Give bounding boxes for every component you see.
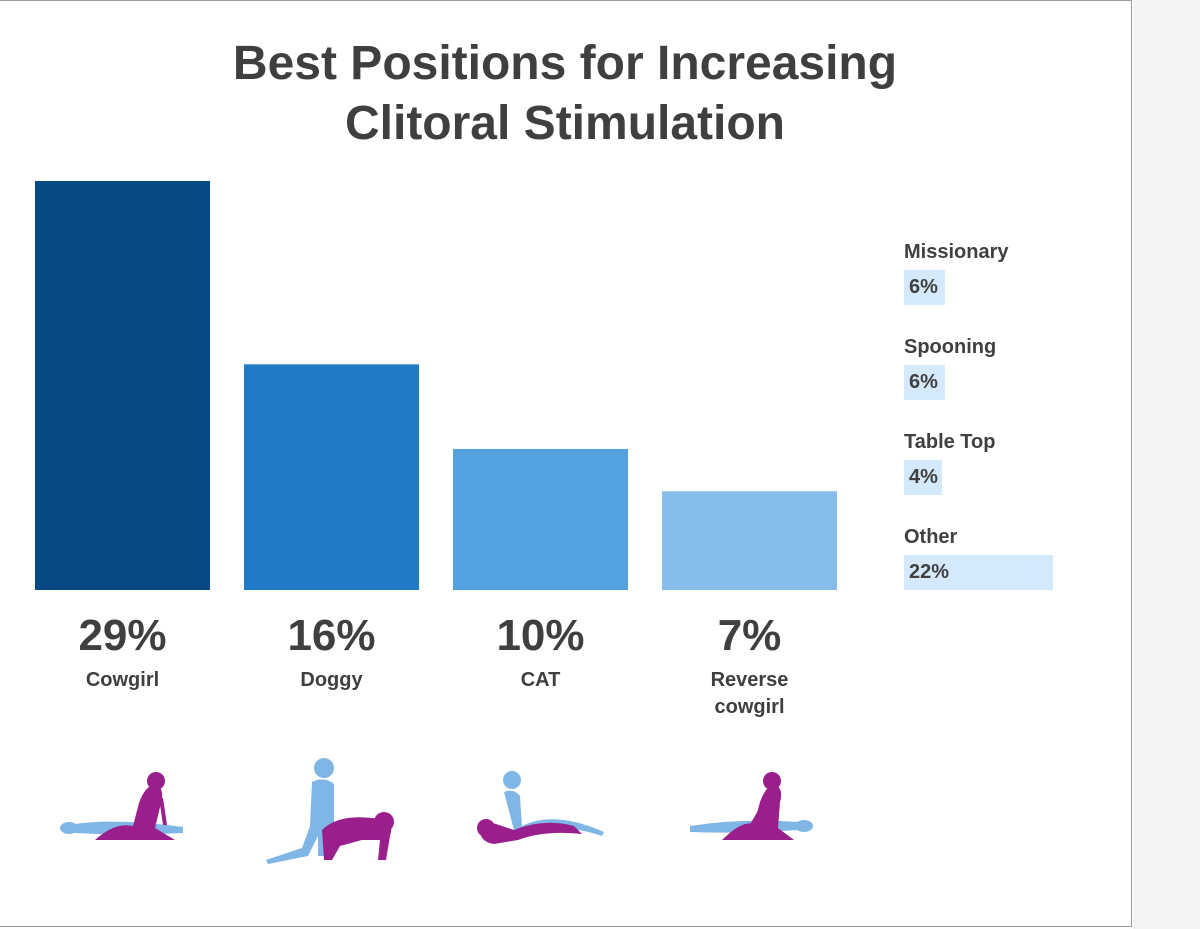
side-item-label: Missionary: [904, 241, 1009, 263]
chart-title-line-1: Best Positions for Increasing: [232, 37, 898, 90]
category-label-1: Doggy: [300, 669, 363, 691]
side-item-bar: 22%: [904, 555, 1053, 590]
side-item-bar: 4%: [904, 460, 942, 495]
value-label-0: 29%: [78, 611, 166, 660]
chart-title-line-2: Clitoral Stimulation: [344, 97, 785, 150]
chart-title: Best Positions for Increasing Clitoral S…: [140, 34, 990, 154]
reverse-cowgirl-position-icon: [690, 772, 813, 840]
side-item-label: Table Top: [904, 431, 996, 453]
side-item-bar: 6%: [904, 365, 945, 400]
category-label-0: Cowgirl: [86, 669, 159, 691]
side-item-3: Other 22%: [904, 525, 1053, 590]
bar-0: [35, 181, 210, 590]
category-label-2: CAT: [521, 669, 561, 691]
side-item-label: Other: [904, 526, 958, 548]
category-label-3: Reverse: [711, 669, 789, 691]
bar-2: [453, 448, 628, 590]
cowgirl-position-icon: [60, 772, 183, 840]
value-label-2: 10%: [496, 611, 584, 660]
main-bar-chart: 29% Cowgirl 16% Doggy 10% CAT 7% Reverse cowgirl: [35, 181, 837, 718]
right-margin-strip: [1133, 0, 1200, 929]
side-item-1: Spooning 6%: [904, 335, 996, 400]
side-item-bar: 6%: [904, 270, 945, 305]
doggy-position-icon: [266, 758, 394, 864]
cat-position-icon: [477, 771, 604, 844]
bar-3: [662, 491, 837, 590]
value-label-3: 7%: [718, 611, 782, 660]
bar-1: [244, 364, 419, 590]
side-item-2: Table Top 4%: [904, 430, 995, 495]
value-label-1: 16%: [287, 611, 375, 660]
side-item-label: Spooning: [904, 336, 997, 358]
side-item-0: Missionary 6%: [904, 240, 1008, 305]
category-label-3: cowgirl: [714, 696, 784, 718]
